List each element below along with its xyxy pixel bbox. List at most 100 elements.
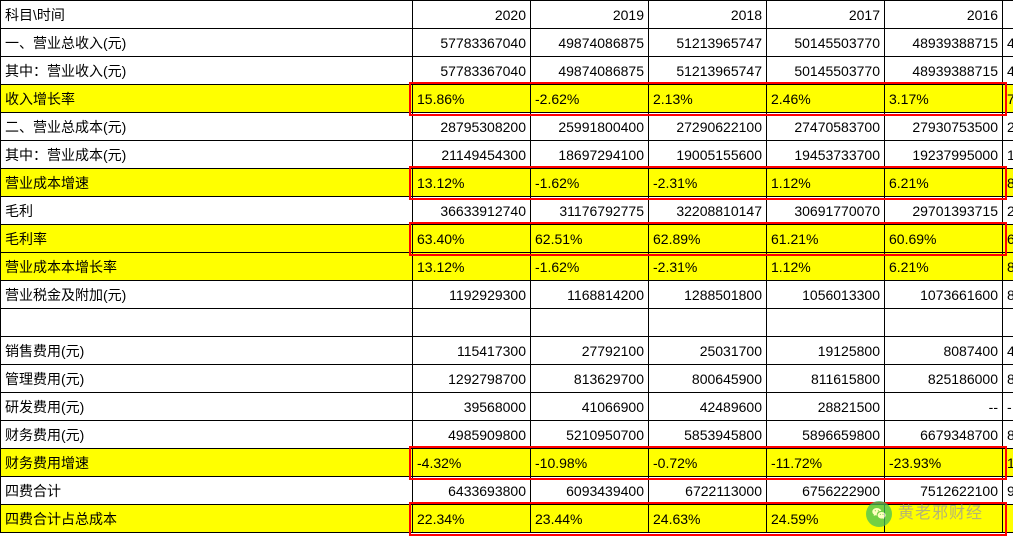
cell: 19453733700 (767, 141, 885, 169)
cell: 8087400 (885, 337, 1003, 365)
table-row: 财务费用增速-4.32%-10.98%-0.72%-11.72%-23.93%1 (1, 449, 1013, 477)
cell: 1168814200 (531, 281, 649, 309)
cell: 28821500 (767, 393, 885, 421)
header-year: 2016 (885, 1, 1003, 29)
row-label: 销售费用(元) (1, 337, 413, 365)
cell: 57783367040 (413, 29, 531, 57)
cell: 811615800 (767, 365, 885, 393)
cell: 49874086875 (531, 29, 649, 57)
cell: 13.12% (413, 169, 531, 197)
cell: 36633912740 (413, 197, 531, 225)
cell: 27290622100 (649, 113, 767, 141)
cell (413, 309, 531, 337)
cell: -4.32% (413, 449, 531, 477)
cell: 31176792775 (531, 197, 649, 225)
table-row: 一、营业总收入(元)577833670404987408687551213965… (1, 29, 1013, 57)
table-row: 营业成本本增长率13.12%-1.62%-2.31%1.12%6.21%8 (1, 253, 1013, 281)
cell (885, 505, 1003, 533)
cell: 800645900 (649, 365, 767, 393)
cell: 49874086875 (531, 57, 649, 85)
row-label: 其中：营业收入(元) (1, 57, 413, 85)
row-label: 研发费用(元) (1, 393, 413, 421)
cell-tail (1003, 309, 1013, 337)
cell-tail: 2 (1003, 197, 1013, 225)
table-row: 管理费用(元)129279870081362970080064590081161… (1, 365, 1013, 393)
table-row: 收入增长率15.86%-2.62%2.13%2.46%3.17%7 (1, 85, 1013, 113)
cell: 28795308200 (413, 113, 531, 141)
cell: 25031700 (649, 337, 767, 365)
cell-tail: 7 (1003, 85, 1013, 113)
cell: 51213965747 (649, 29, 767, 57)
cell-tail: 1 (1003, 141, 1013, 169)
row-label: 营业成本增速 (1, 169, 413, 197)
row-label: 财务费用(元) (1, 421, 413, 449)
cell-tail: 8 (1003, 169, 1013, 197)
cell: 6433693800 (413, 477, 531, 505)
cell: 22.34% (413, 505, 531, 533)
cell: 27470583700 (767, 113, 885, 141)
table-row: 毛利36633912740311767927753220881014730691… (1, 197, 1013, 225)
cell: 63.40% (413, 225, 531, 253)
row-label: 收入增长率 (1, 85, 413, 113)
cell: 1288501800 (649, 281, 767, 309)
table-row: 营业成本增速13.12%-1.62%-2.31%1.12%6.21%8 (1, 169, 1013, 197)
cell: 6722113000 (649, 477, 767, 505)
cell: 6.21% (885, 253, 1003, 281)
table-row: 二、营业总成本(元)287953082002599180040027290622… (1, 113, 1013, 141)
cell: -0.72% (649, 449, 767, 477)
cell: 1192929300 (413, 281, 531, 309)
table-row: 其中：营业收入(元)577833670404987408687551213965… (1, 57, 1013, 85)
cell: -1.62% (531, 253, 649, 281)
row-label: 其中：营业成本(元) (1, 141, 413, 169)
cell: 5853945800 (649, 421, 767, 449)
cell: 24.59% (767, 505, 885, 533)
header-label: 科目\时间 (1, 1, 413, 29)
cell-tail: 1 (1003, 449, 1013, 477)
row-label: 财务费用增速 (1, 449, 413, 477)
header-year: 2018 (649, 1, 767, 29)
cell: 27792100 (531, 337, 649, 365)
financial-table-wrap: 科目\时间20202019201820172016一、营业总收入(元)57783… (0, 0, 1013, 533)
row-label: 四费合计占总成本 (1, 505, 413, 533)
cell: 23.44% (531, 505, 649, 533)
cell: 39568000 (413, 393, 531, 421)
cell: 18697294100 (531, 141, 649, 169)
cell: 4985909800 (413, 421, 531, 449)
financial-table: 科目\时间20202019201820172016一、营业总收入(元)57783… (0, 0, 1013, 533)
table-row: 研发费用(元)39568000410669004248960028821500-… (1, 393, 1013, 421)
row-label (1, 309, 413, 337)
cell: 27930753500 (885, 113, 1003, 141)
cell: -23.93% (885, 449, 1003, 477)
cell: -11.72% (767, 449, 885, 477)
row-label: 毛利 (1, 197, 413, 225)
cell: 62.51% (531, 225, 649, 253)
header-row: 科目\时间20202019201820172016 (1, 1, 1013, 29)
cell: -- (885, 393, 1003, 421)
row-label: 一、营业总收入(元) (1, 29, 413, 57)
table-row: 其中：营业成本(元)211494543001869729410019005155… (1, 141, 1013, 169)
cell: 15.86% (413, 85, 531, 113)
cell-tail: 9 (1003, 477, 1013, 505)
cell: 30691770070 (767, 197, 885, 225)
cell: 50145503770 (767, 29, 885, 57)
row-label: 管理费用(元) (1, 365, 413, 393)
cell: 41066900 (531, 393, 649, 421)
cell-tail (1003, 505, 1013, 533)
cell-tail: 2 (1003, 113, 1013, 141)
cell: -1.62% (531, 169, 649, 197)
cell: 1292798700 (413, 365, 531, 393)
cell: 6093439400 (531, 477, 649, 505)
cell: 19237995000 (885, 141, 1003, 169)
cell: 62.89% (649, 225, 767, 253)
table-row: 营业税金及附加(元)119292930011688142001288501800… (1, 281, 1013, 309)
row-label: 营业成本本增长率 (1, 253, 413, 281)
cell (649, 309, 767, 337)
cell: 3.17% (885, 85, 1003, 113)
header-tail (1003, 1, 1013, 29)
cell: 5896659800 (767, 421, 885, 449)
cell: 1.12% (767, 169, 885, 197)
cell: 61.21% (767, 225, 885, 253)
cell: 813629700 (531, 365, 649, 393)
cell: 6756222900 (767, 477, 885, 505)
cell: 21149454300 (413, 141, 531, 169)
